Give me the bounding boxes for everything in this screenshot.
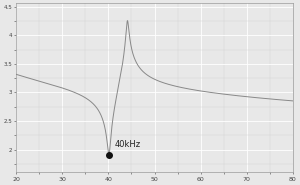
Text: 40kHz: 40kHz	[114, 140, 140, 149]
